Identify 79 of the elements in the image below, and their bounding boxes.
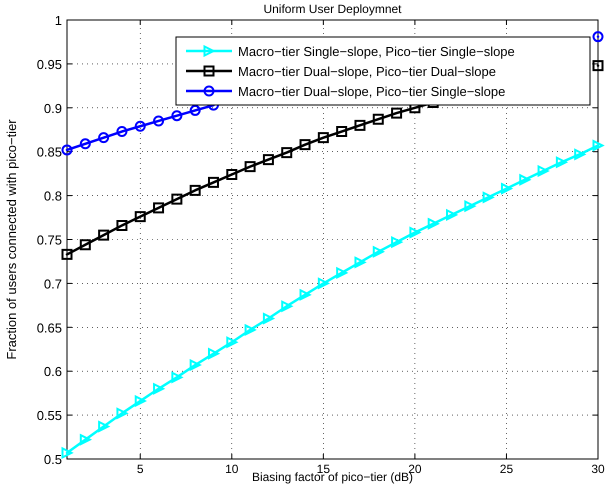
point: [391, 236, 402, 248]
point: [464, 200, 476, 212]
point: [354, 256, 366, 268]
point: [538, 166, 549, 177]
point: [336, 126, 348, 138]
legend-label: Macro−tier Single−slope, Pico−tier Single−slope: [238, 44, 515, 59]
point: [336, 267, 348, 278]
point: [592, 60, 604, 72]
point: [153, 383, 164, 394]
point: [500, 183, 512, 194]
point: [116, 220, 128, 231]
point: [98, 421, 110, 432]
point: [244, 324, 256, 336]
y-tick-label: 0.8: [44, 188, 62, 204]
point: [318, 278, 329, 289]
point: [300, 139, 311, 150]
point: [354, 120, 366, 131]
legend-label: Macro−tier Dual−slope, Pico−tier Dual−slope: [238, 64, 496, 79]
y-tick-label: 0.95: [36, 56, 62, 72]
point: [226, 169, 238, 180]
point: [134, 396, 146, 407]
point: [262, 313, 274, 324]
point: [446, 209, 458, 220]
y-tick-label: 0.9: [44, 100, 62, 116]
point: [190, 184, 201, 196]
point: [153, 202, 164, 214]
point: [171, 110, 182, 122]
point: [98, 132, 110, 144]
point: [281, 147, 292, 158]
point: [80, 138, 91, 150]
point: [134, 211, 146, 222]
y-tick-label: 0.7: [44, 276, 62, 292]
x-tick-label: 25: [500, 462, 514, 476]
point: [190, 360, 201, 371]
x-tick-label: 5: [136, 462, 144, 476]
point: [318, 132, 329, 144]
point: [592, 31, 604, 42]
x-tick-label: 30: [591, 462, 605, 476]
point: [171, 372, 182, 383]
point: [62, 144, 72, 156]
point: [300, 289, 311, 300]
point: [391, 108, 402, 119]
y-tick-label: 1: [54, 13, 62, 28]
point: [409, 226, 420, 238]
y-tick-label: 0.55: [36, 408, 62, 424]
y-tick-label: 0.65: [36, 320, 62, 336]
point: [428, 218, 439, 230]
point: [519, 174, 530, 186]
y-axis-title: Fraction of users connected with pico−tier: [4, 118, 19, 360]
legend-label: Macro−tier Dual−slope, Pico−tier Single−slope: [238, 84, 506, 99]
y-tick-label: 0.85: [36, 144, 62, 160]
point: [372, 246, 384, 258]
point: [153, 115, 164, 126]
point: [171, 194, 182, 205]
point: [208, 348, 219, 360]
point: [190, 104, 201, 116]
x-tick-label: 10: [225, 462, 239, 476]
y-tick-label: 0.75: [36, 232, 62, 248]
point: [98, 230, 110, 241]
point: [244, 161, 256, 172]
point: [116, 126, 128, 137]
point: [262, 154, 274, 166]
point: [574, 148, 586, 160]
point: [62, 447, 72, 458]
point: [592, 140, 604, 152]
point: [208, 176, 219, 188]
point: [556, 156, 567, 168]
point: [134, 120, 146, 132]
point: [372, 114, 384, 125]
point: [80, 434, 91, 446]
point: [116, 408, 128, 419]
point: [281, 300, 292, 312]
point: [226, 336, 238, 348]
y-tick-label: 0.5: [44, 452, 62, 467]
point: [80, 239, 91, 250]
point: [482, 192, 494, 203]
point: [62, 248, 72, 260]
y-tick-label: 0.6: [44, 364, 62, 380]
chart-title: Uniform User Deploymnet: [263, 2, 402, 16]
